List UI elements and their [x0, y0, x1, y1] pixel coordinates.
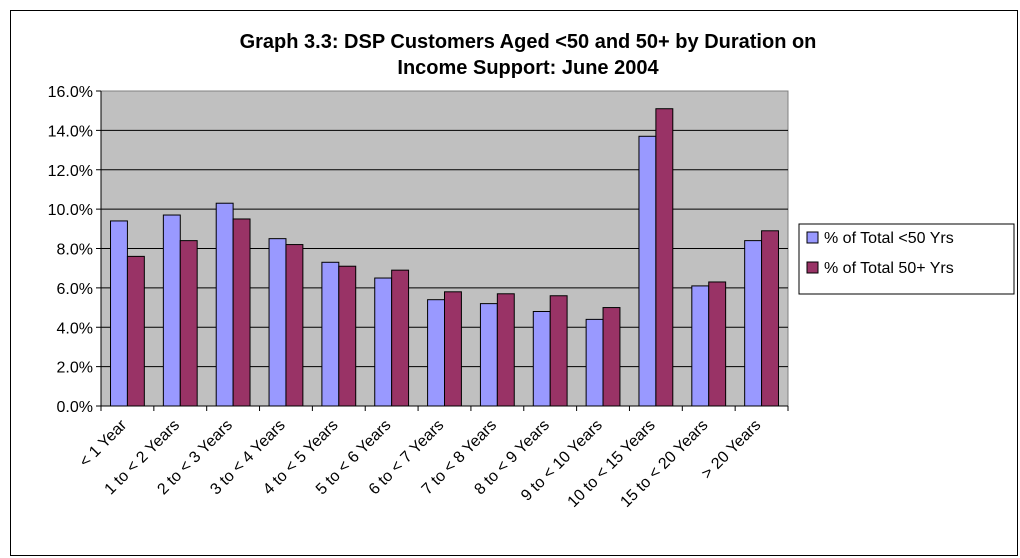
chart-svg: Graph 3.3: DSP Customers Aged <50 and 50… [48, 31, 1015, 511]
legend-swatch-series-2 [806, 261, 819, 274]
bar-series-1 [110, 220, 128, 407]
bar-series-1 [321, 261, 340, 407]
bar-series-1 [532, 311, 551, 407]
chart-title-line-2: Income Support: June 2004 [397, 57, 659, 79]
chart-area: Graph 3.3: DSP Customers Aged <50 and 50… [10, 10, 1018, 556]
bar-series-2 [496, 293, 515, 407]
chart-title-line-1: Graph 3.3: DSP Customers Aged <50 and 50… [240, 31, 817, 53]
y-tick-label: 10.0% [48, 202, 93, 219]
legend-label-series-2: % of Total 50+ Yrs [824, 260, 954, 277]
bar-series-1 [162, 214, 181, 407]
bar-series-2 [285, 244, 304, 407]
bar-series-1 [479, 303, 498, 407]
y-tick-label: 2.0% [57, 360, 93, 377]
y-tick-label: 6.0% [57, 281, 93, 298]
bar-series-1 [268, 238, 287, 407]
legend-swatch-series-1 [806, 231, 819, 244]
bar-series-1 [215, 202, 234, 407]
x-tick-label: < 1 Year [76, 416, 130, 470]
bar-series-2 [232, 218, 251, 407]
bar-series-2 [391, 269, 410, 407]
y-tick-label: 12.0% [48, 163, 93, 180]
bar-series-2 [602, 307, 621, 407]
bar-series-2 [708, 281, 727, 407]
bar-series-1 [427, 299, 446, 407]
bar-series-1 [691, 285, 710, 407]
legend-label-series-1: % of Total <50 Yrs [824, 230, 954, 247]
y-tick-label: 16.0% [48, 84, 93, 101]
bar-series-2 [126, 255, 145, 407]
bar-series-2 [444, 291, 462, 407]
bar-series-1 [585, 318, 604, 407]
y-tick-label: 8.0% [57, 242, 93, 259]
bar-series-2 [549, 295, 568, 407]
bar-series-1 [744, 240, 763, 407]
bar-series-1 [638, 135, 657, 407]
legend-box [798, 223, 1015, 295]
bar-series-2 [761, 230, 779, 407]
bar-series-1 [374, 277, 393, 407]
y-tick-label: 4.0% [57, 320, 93, 337]
bar-series-2 [655, 108, 674, 407]
bar-series-2 [338, 265, 357, 407]
y-tick-label: 14.0% [48, 123, 93, 140]
bar-series-2 [179, 240, 198, 407]
y-tick-label: 0.0% [57, 399, 93, 416]
